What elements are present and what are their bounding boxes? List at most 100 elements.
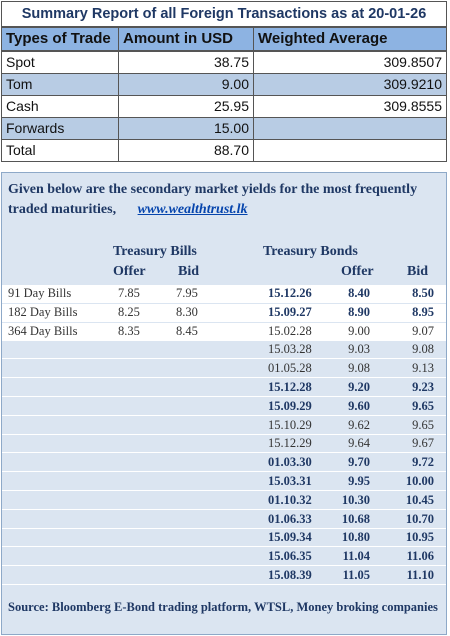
cell: Spot xyxy=(1,51,119,74)
bond-offer: 10.68 xyxy=(341,511,370,526)
bond-bid: 9.13 xyxy=(412,361,434,376)
bills-column: Bid xyxy=(178,264,200,279)
bonds-heading: Treasury Bonds xyxy=(263,244,358,259)
row-bg xyxy=(2,548,446,567)
bond-offer: 9.95 xyxy=(348,474,370,488)
bond-offer: 9.70 xyxy=(348,455,370,470)
bond-offer: 10.30 xyxy=(341,492,370,507)
bond-maturity: 15.12.26 xyxy=(268,286,312,300)
bond-offer: 8.90 xyxy=(348,304,370,319)
cell: Forwards xyxy=(1,117,119,140)
cell: 309.8555 xyxy=(253,95,447,118)
bond-bid: 9.65 xyxy=(412,417,434,432)
row-bg xyxy=(2,303,446,322)
cell: 25.95 xyxy=(118,95,254,118)
bond-bid: 11.06 xyxy=(406,549,434,564)
bond-offer: 8.40 xyxy=(348,286,370,300)
bond-offer: 9.64 xyxy=(348,436,370,451)
row-bg xyxy=(2,454,446,473)
row-bg xyxy=(2,379,446,397)
bond-maturity: 15.09.27 xyxy=(268,304,312,319)
header-cell: Types of Trade xyxy=(1,27,119,51)
bond-maturity: 15.03.28 xyxy=(268,342,312,357)
cell: 38.75 xyxy=(118,51,254,74)
bond-bid: 10.70 xyxy=(405,511,434,526)
cell: 309.9210 xyxy=(253,73,447,96)
cell: Tom xyxy=(1,73,119,96)
cell: Total xyxy=(1,139,119,162)
bond-bid: 9.67 xyxy=(412,436,434,451)
bill-name: 364 Day Bills xyxy=(8,323,78,338)
row-bg xyxy=(2,529,446,548)
bonds-column: Bid xyxy=(407,264,429,279)
source: Source: Bloomberg E-Bond trading platfor… xyxy=(8,600,438,614)
row-bg xyxy=(2,491,446,510)
bond-offer: 9.03 xyxy=(348,342,370,357)
bond-bid: 9.07 xyxy=(412,323,434,338)
intro: Given below are the secondary market yie… xyxy=(8,180,444,220)
bond-offer: 9.60 xyxy=(348,398,370,413)
bond-offer: 11.04 xyxy=(342,549,370,564)
link[interactable]: www.wealthtrust.lk xyxy=(137,202,248,217)
row-bg xyxy=(2,567,446,585)
intro-text: Given below are the secondary market yie… xyxy=(8,182,418,217)
bill-offer: 8.25 xyxy=(118,304,140,319)
bond-maturity: 01.05.28 xyxy=(268,361,312,376)
bond-maturity: 01.03.30 xyxy=(268,455,312,470)
bond-maturity: 15.10.29 xyxy=(268,417,312,432)
row-bg xyxy=(2,285,446,303)
bond-maturity: 01.06.33 xyxy=(268,511,312,526)
cell: 309.8507 xyxy=(253,51,447,74)
bond-maturity: 15.06.35 xyxy=(268,549,312,564)
bond-bid: 9.72 xyxy=(412,455,434,470)
bond-bid: 9.08 xyxy=(412,342,434,357)
bond-bid: 11.10 xyxy=(406,568,434,582)
cell: 9.00 xyxy=(118,73,254,96)
cell: Cash xyxy=(1,95,119,118)
bill-name: 182 Day Bills xyxy=(8,304,78,319)
cell: 15.00 xyxy=(118,117,254,140)
bond-maturity: 15.12.28 xyxy=(268,380,312,394)
bills-heading: Treasury Bills xyxy=(113,244,197,259)
bond-offer: 9.20 xyxy=(348,380,370,394)
bill-bid: 7.95 xyxy=(176,286,198,300)
empty-cell xyxy=(253,139,447,162)
header-cell: Weighted Average xyxy=(253,27,447,51)
bond-maturity: 15.12.29 xyxy=(268,436,312,451)
bond-maturity: 15.02.28 xyxy=(268,323,312,338)
header-cell: Amount in USD xyxy=(118,27,254,51)
row-bg xyxy=(2,341,446,360)
bond-bid: 10.45 xyxy=(405,492,434,507)
bill-offer: 8.35 xyxy=(118,323,140,338)
bond-bid: 8.50 xyxy=(412,286,434,300)
empty-cell xyxy=(253,117,447,140)
summary-title: Summary Report of all Foreign Transactio… xyxy=(1,1,447,27)
bonds-column: Offer xyxy=(341,264,374,279)
bond-bid: 10.00 xyxy=(405,474,434,488)
row-bg xyxy=(2,473,446,491)
bill-bid: 8.30 xyxy=(176,304,198,319)
row-bg xyxy=(2,397,446,416)
row-bg xyxy=(2,360,446,379)
bond-bid: 8.95 xyxy=(412,304,434,319)
bond-offer: 11.05 xyxy=(342,568,370,582)
bond-bid: 9.23 xyxy=(412,380,434,394)
bond-maturity: 01.10.32 xyxy=(268,492,312,507)
bond-maturity: 15.09.29 xyxy=(268,398,312,413)
bond-maturity: 15.08.39 xyxy=(268,568,312,582)
bills-column: Offer xyxy=(113,264,146,279)
row-bg xyxy=(2,322,446,341)
row-bg xyxy=(2,435,446,454)
bond-offer: 9.62 xyxy=(348,417,370,432)
row-bg xyxy=(2,510,446,529)
bond-offer: 10.80 xyxy=(341,530,370,545)
bill-offer: 7.85 xyxy=(118,286,140,300)
cell: 88.70 xyxy=(118,139,254,162)
bond-maturity: 15.03.31 xyxy=(268,474,312,488)
bond-bid: 9.65 xyxy=(412,398,434,413)
bill-name: 91 Day Bills xyxy=(8,286,72,300)
bond-maturity: 15.09.34 xyxy=(268,530,312,545)
bond-bid: 10.95 xyxy=(405,530,434,545)
bond-offer: 9.00 xyxy=(348,323,370,338)
